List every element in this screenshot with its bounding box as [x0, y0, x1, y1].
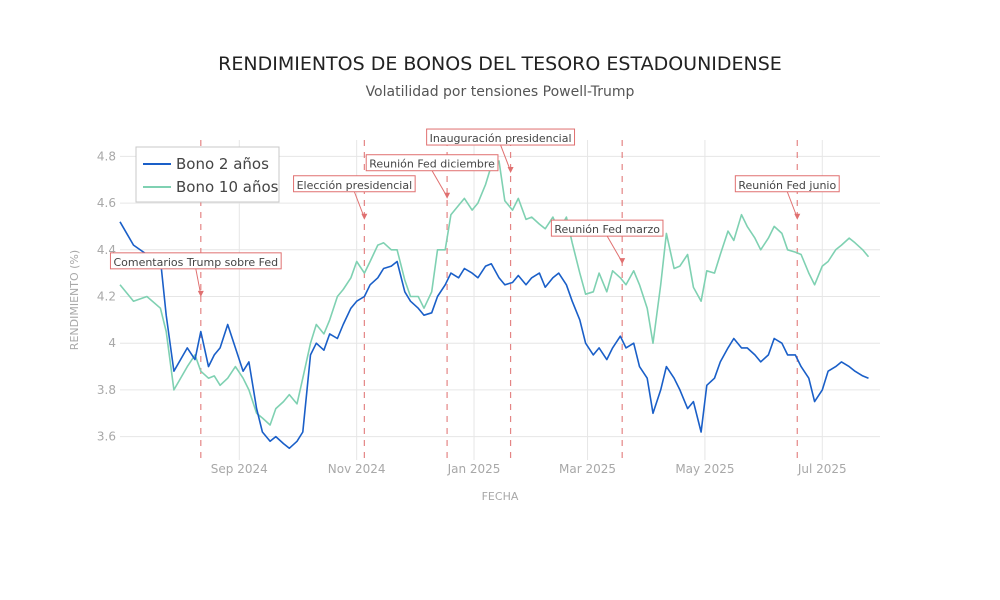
x-tick-label: Nov 2024 [328, 462, 386, 476]
x-tick-label: Mar 2025 [559, 462, 616, 476]
annotation-label: Reunión Fed diciembre [369, 158, 495, 171]
y-axis-title: RENDIMIENTO (%) [68, 250, 81, 350]
x-tick-label: Jul 2025 [797, 462, 847, 476]
x-axis-title: FECHA [482, 490, 519, 503]
annotation-arrow-line [353, 191, 365, 218]
annotation-label: Reunión Fed marzo [554, 223, 660, 236]
y-tick-label: 3.6 [97, 430, 116, 444]
legend-box [135, 146, 280, 203]
annotation-arrow-line [786, 191, 798, 218]
x-tick-label: Sep 2024 [211, 462, 268, 476]
y-tick-label: 4 [108, 336, 116, 350]
grid-lines [120, 140, 880, 460]
annotation-box [109, 252, 282, 270]
series-lines [119, 160, 870, 450]
annotation-box [550, 219, 664, 237]
chart-title: RENDIMIENTOS DE BONOS DEL TESORO ESTADOU… [218, 53, 782, 75]
annotation-arrow-line [606, 235, 623, 263]
annotation-label: Inauguración presidencial [430, 132, 572, 145]
annotations: Comentarios Trump sobre Fed Elección pres… [109, 128, 840, 297]
annotation-arrow-head [444, 192, 451, 199]
chart-subtitle: Volatilidad por tensiones Powell-Trump [366, 84, 635, 100]
event-lines [200, 140, 798, 460]
annotation-arrow-line [500, 144, 512, 172]
legend[interactable]: Bono 2 años Bono 10 años [135, 146, 280, 203]
y-tick-label: 4.8 [97, 149, 116, 163]
annotation-label: Elección presidencial [297, 179, 413, 192]
series-line-bono-10 [119, 160, 870, 426]
annotation-arrow-head [361, 213, 368, 220]
legend-label-bono-2: Bono 2 años [176, 155, 269, 173]
annotation-arrow-head [619, 258, 626, 265]
annotation-arrow-line [195, 268, 202, 295]
annotation-arrow-head [197, 290, 204, 297]
legend-label-bono-10: Bono 10 años [176, 178, 279, 196]
annotation-box [293, 175, 416, 193]
annotation-box [365, 154, 499, 172]
annotation-box [426, 128, 576, 146]
x-tick-label: Jan 2025 [447, 462, 501, 476]
annotation-label: Reunión Fed junio [738, 179, 836, 192]
annotation-label: Comentarios Trump sobre Fed [113, 256, 278, 269]
annotation-box [734, 175, 840, 193]
y-tick-label: 4.2 [97, 289, 116, 303]
annotation-arrow-line [431, 170, 448, 197]
annotation-arrow-head [794, 213, 801, 220]
y-tick-label: 3.8 [97, 383, 116, 397]
x-tick-label: May 2025 [675, 462, 734, 476]
annotation-arrow-head [507, 167, 514, 174]
y-tick-label: 4.6 [97, 196, 116, 210]
series-line-bono-2 [119, 221, 869, 450]
